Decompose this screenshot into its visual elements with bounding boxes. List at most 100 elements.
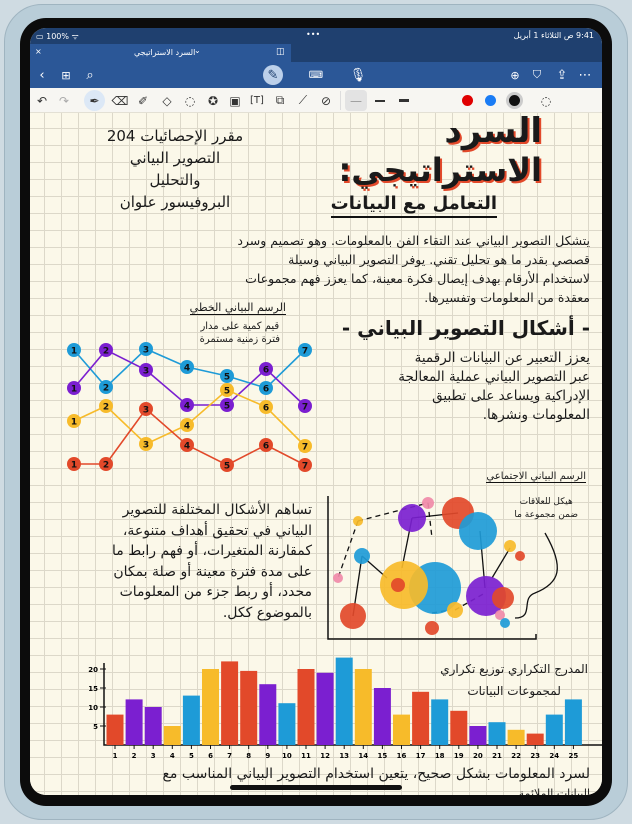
data-point [180,398,194,412]
highlighter-icon[interactable]: ✐ [137,93,149,108]
data-point [180,438,194,452]
data-point [180,418,194,432]
eraser-icon[interactable]: ⌫ [111,93,129,108]
data-point [67,414,81,428]
paragraph-2: يعزز التعبير عن البيانات الرقمية عبر الت… [330,349,590,425]
stroke-sample [399,99,409,102]
text-line: كمقارنة المتغيرات، أو فهم رابط ما [112,543,312,559]
more-tools-icon[interactable]: ⊘ [320,93,332,108]
point-label: 6 [263,404,269,414]
point-label: 3 [143,441,149,451]
point-label: 4 [184,442,190,452]
search-icon[interactable]: ⌕ [86,67,94,83]
network-node [340,603,366,629]
undo-icon[interactable]: ↶ [36,93,48,108]
tab-title[interactable]: السرد الاستراتيجي [134,48,196,57]
text-line: البيانات الملائمة. [515,787,590,795]
histogram-bar [163,726,181,745]
ruler-icon[interactable]: ⟋ [298,93,308,107]
point-label: 4 [184,422,190,432]
x-tick-label: 9 [265,752,270,760]
paragraph-3: تساهم الأشكال المختلفة للتصوير البياني ف… [67,500,312,623]
x-tick-label: 17 [416,752,426,760]
keyboard-icon[interactable]: ⌨ [308,69,324,81]
data-point [220,369,234,383]
color-black-swatch[interactable] [506,92,523,109]
text-line: البياني في تحقيق أهداف متنوعة، [122,522,312,539]
close-tab-icon[interactable]: × [35,47,42,56]
data-point [259,381,273,395]
data-point [139,363,153,377]
histogram-bar [354,669,372,745]
x-tick-label: 2 [132,752,137,760]
point-label: 6 [263,385,269,395]
battery-indicator: ▭ 100% ᯤ [36,32,79,41]
histogram-bar [393,714,410,745]
x-tick-label: 6 [208,752,213,760]
lasso-icon[interactable]: ◌ [184,93,196,108]
document-tab[interactable]: × السرد الاستراتيجي ⌄ ◫ [30,44,291,62]
data-point [298,439,312,453]
title-line-1: السرد [444,111,542,151]
network-node [398,504,426,532]
text-line: المعلومات ونشرها. [482,407,590,423]
split-view-icon[interactable]: ◫ [276,47,285,57]
network-node [425,621,439,635]
y-tick-label: 20 [88,666,98,674]
x-tick-label: 23 [530,752,540,760]
thin-stroke-button[interactable]: — [345,90,367,111]
screenshot-icon[interactable]: ⧉ [275,93,285,107]
text-line: قصصي بقدر ما هو تحليل تقني. يوفر التصوير… [288,252,590,267]
data-point [298,399,312,413]
medium-stroke-button[interactable] [369,90,391,111]
thick-stroke-button[interactable] [393,90,415,111]
histogram-bar [469,726,487,745]
x-tick-label: 10 [282,752,292,760]
pen-mode-icon[interactable]: ✎ [263,65,283,85]
color-picker-icon[interactable]: ◌ [540,93,552,108]
link [491,547,511,579]
note-page[interactable]: مقرر الإحصائيات 204 التصوير البياني والت… [30,111,602,795]
color-blue-swatch[interactable] [485,95,496,106]
color-red-swatch[interactable] [462,95,473,106]
sticker-icon[interactable]: ✪ [207,93,219,108]
grid-icon[interactable]: ⊞ [61,68,71,82]
clock: 9:41 [576,31,594,40]
redo-icon[interactable]: ↷ [58,93,70,108]
data-point [99,380,113,394]
shapes-icon[interactable]: ◇ [162,93,172,108]
pen-icon[interactable]: ✒ [84,90,105,111]
histogram-bar [564,699,582,745]
text-line: يعزز التعبير عن البيانات الرقمية [414,350,590,366]
multitask-dots[interactable]: ••• [306,30,321,39]
histogram-bar [335,657,353,745]
data-point [139,342,153,356]
point-label: 5 [224,387,230,397]
data-point [220,398,234,412]
textbox-icon[interactable]: [T] [250,95,264,106]
point-label: 1 [71,418,77,428]
microphone-icon[interactable]: 🎙︎ [349,67,367,83]
network-node [500,618,510,628]
screen: ▭ 100% ᯤ ••• 9:41 ص الثلاثاء 1 أبريل × ا… [30,28,602,795]
histogram-bar [182,695,200,745]
point-label: 5 [224,462,230,472]
share-icon[interactable]: ⇪ [556,67,568,83]
course-line: مقرر الإحصائيات 204 [106,127,244,145]
add-page-icon[interactable]: ⊕ [510,68,520,82]
text-line: محدد، أو ربط جزء من المعلومات [119,584,312,600]
more-icon[interactable]: ⋯ [578,67,592,83]
point-label: 3 [143,367,149,377]
y-tick-label: 5 [93,723,98,731]
data-point [298,343,312,357]
image-icon[interactable]: ▣ [229,93,241,108]
caption-line: ضمن مجموعة ما [514,510,578,520]
text-line: يتشكل التصوير البياني عند التقاء الفن با… [237,233,590,248]
bookmark-icon[interactable]: ⛉ [532,68,542,81]
line-series-3 [74,407,306,466]
chevron-down-icon[interactable]: ⌄ [194,46,201,55]
home-indicator[interactable] [230,785,402,790]
data-point [67,343,81,357]
back-chevron-icon[interactable]: ‹ [39,67,45,83]
